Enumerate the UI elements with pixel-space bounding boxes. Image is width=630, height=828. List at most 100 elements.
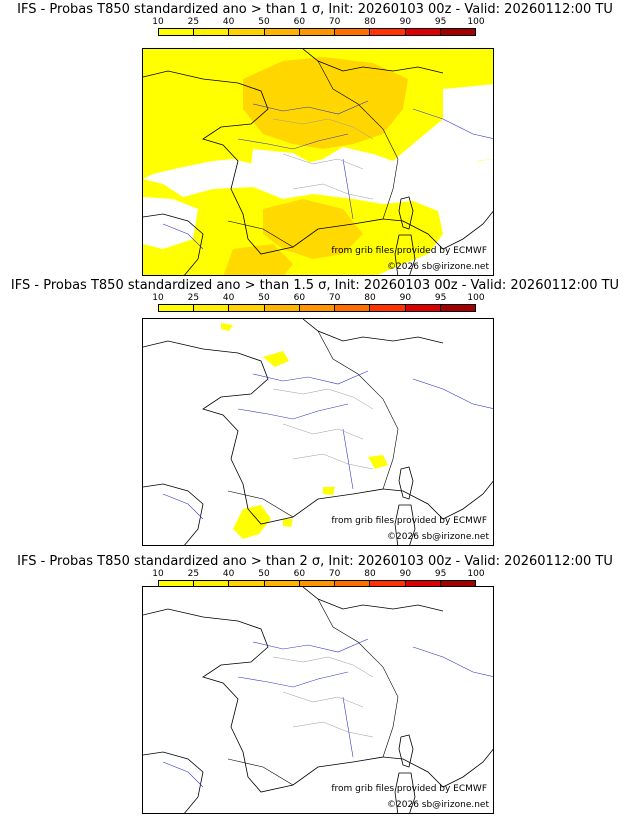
prob-area-low xyxy=(323,487,335,495)
river xyxy=(162,761,204,788)
colorbar-tick-label: 50 xyxy=(258,293,270,303)
copyright: ©2026 sb@irizone.net xyxy=(387,262,489,272)
probability-map xyxy=(143,49,493,275)
colorbar-swatch xyxy=(370,305,406,311)
river xyxy=(252,100,369,115)
probability-map xyxy=(143,319,493,545)
colorbar-swatch xyxy=(335,305,371,311)
colorbar-tick-label: 10 xyxy=(152,569,164,579)
colorbar-tick-label: 95 xyxy=(434,293,447,303)
river xyxy=(342,158,354,220)
colorbar-tick-label: 25 xyxy=(187,293,200,303)
coastline xyxy=(143,483,204,545)
colorbar-swatch xyxy=(299,581,336,587)
river xyxy=(237,671,349,688)
colorbar-tick-label: 60 xyxy=(293,17,306,27)
colorbar-swatch xyxy=(370,581,406,587)
colorbar-tick-label: 100 xyxy=(467,17,485,27)
no-signal-area xyxy=(143,197,198,249)
country-border xyxy=(227,220,294,248)
colorbar-swatch xyxy=(264,305,300,311)
river xyxy=(237,133,349,150)
colorbar-tick-label: 60 xyxy=(293,569,306,579)
river xyxy=(162,223,204,250)
river xyxy=(162,493,204,520)
river xyxy=(237,403,349,420)
coastline xyxy=(143,751,204,813)
prob-area-low xyxy=(283,519,293,527)
colorbar-swatch xyxy=(405,581,441,587)
colorbar-swatch xyxy=(229,305,265,311)
panel-title: IFS - Probas T850 standardized ano > tha… xyxy=(10,278,620,293)
river xyxy=(412,108,493,139)
colorbar-swatch xyxy=(440,581,475,587)
prob-area-low xyxy=(263,351,289,367)
colorbar: 10 25 40 50 60 70 80 90 95 100 xyxy=(152,569,485,595)
colorbar-tick-label: 25 xyxy=(187,569,200,579)
colorbar-swatch xyxy=(440,29,475,35)
colorbar-swatch xyxy=(229,29,265,35)
colorbar-tick-label: 10 xyxy=(152,17,164,27)
river xyxy=(252,638,369,653)
coastline xyxy=(143,213,204,275)
prob-area-mid xyxy=(223,244,293,275)
map-panel-3: IFS - Probas T850 standardized ano > tha… xyxy=(0,552,630,828)
island-corsica xyxy=(398,734,414,768)
colorbar-swatch xyxy=(335,581,371,587)
colorbar-tick-label: 70 xyxy=(328,293,341,303)
coastline xyxy=(302,587,444,612)
colorbar-swatches xyxy=(158,28,476,36)
colorbar-swatch xyxy=(159,305,195,311)
island-sardinia xyxy=(394,504,416,545)
country-border xyxy=(227,758,294,786)
colorbar: 10 25 40 50 60 70 80 90 95 100 xyxy=(152,293,485,319)
no-signal-area xyxy=(251,149,318,181)
prob-area-low xyxy=(233,505,271,539)
data-credit: from grib files provided by ECMWF xyxy=(331,516,487,526)
colorbar-swatch xyxy=(264,29,300,35)
river xyxy=(342,428,354,490)
data-credit: from grib files provided by ECMWF xyxy=(331,246,487,256)
colorbar-swatch xyxy=(159,29,195,35)
copyright: ©2026 sb@irizone.net xyxy=(387,532,489,542)
colorbar-swatch xyxy=(229,581,265,587)
island-sardinia xyxy=(394,234,416,275)
panel-title: IFS - Probas T850 standardized ano > tha… xyxy=(17,554,613,569)
river xyxy=(412,646,493,677)
colorbar-tick-label: 95 xyxy=(434,569,447,579)
copyright: ©2026 sb@irizone.net xyxy=(387,800,489,810)
map-frame: from grib files provided by ECMWF ©2026 … xyxy=(142,586,494,814)
data-credit: from grib files provided by ECMWF xyxy=(331,784,487,794)
colorbar-swatches xyxy=(158,580,476,588)
map-panel-2: IFS - Probas T850 standardized ano > tha… xyxy=(0,276,630,552)
coastline xyxy=(143,608,493,793)
colorbar-tick-label: 90 xyxy=(399,569,412,579)
colorbar-swatch xyxy=(440,305,475,311)
colorbar-tick-label: 90 xyxy=(399,17,412,27)
country-border xyxy=(227,490,294,518)
island-sardinia xyxy=(394,772,416,813)
colorbar-tick-label: 10 xyxy=(152,293,164,303)
coastline xyxy=(143,340,493,525)
map-panel-1: IFS - Probas T850 standardized ano > tha… xyxy=(0,0,630,276)
map-frame: from grib files provided by ECMWF ©2026 … xyxy=(142,318,494,546)
colorbar-swatch xyxy=(405,305,441,311)
colorbar-tick-label: 60 xyxy=(293,293,306,303)
colorbar-swatch xyxy=(299,29,336,35)
colorbar-tick-label: 40 xyxy=(222,569,235,579)
prob-area-low xyxy=(368,455,388,469)
colorbar-swatch xyxy=(370,29,406,35)
colorbar-tick-label: 40 xyxy=(222,17,235,27)
colorbar-tick-label: 100 xyxy=(467,293,485,303)
colorbar: 10 25 40 50 60 70 80 90 95 100 xyxy=(152,17,485,43)
coastline xyxy=(143,70,493,255)
river xyxy=(412,378,493,409)
probability-map xyxy=(143,587,493,813)
colorbar-tick-label: 80 xyxy=(364,293,376,303)
colorbar-swatch xyxy=(335,29,371,35)
river xyxy=(252,370,369,385)
colorbar-tick-label: 50 xyxy=(258,17,270,27)
colorbar-tick-label: 80 xyxy=(364,569,376,579)
river xyxy=(342,696,354,758)
island-corsica xyxy=(398,466,414,500)
